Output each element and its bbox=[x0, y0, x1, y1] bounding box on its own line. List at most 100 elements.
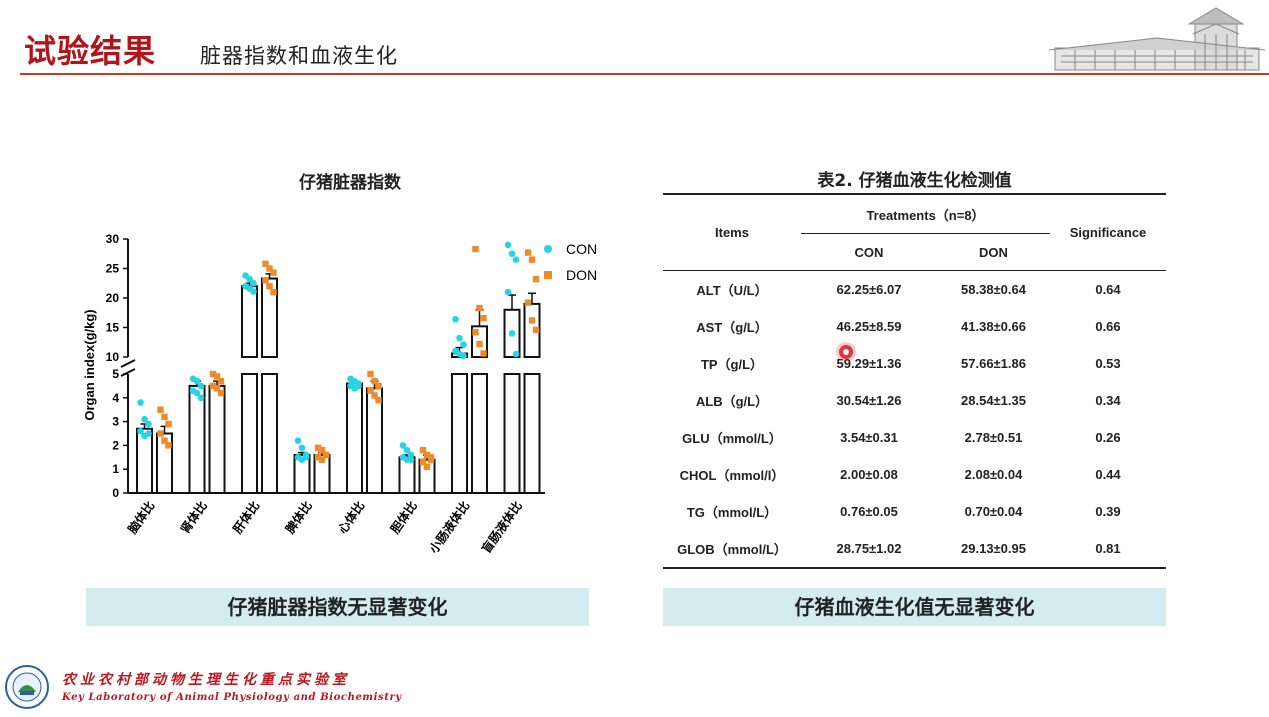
y-tick-label: 0 bbox=[112, 486, 119, 500]
data-point-don bbox=[157, 406, 164, 413]
legend-label: CON bbox=[566, 241, 597, 257]
lab-name-cn: 农业农村部动物生理生化重点实验室 bbox=[62, 672, 350, 688]
data-point-don bbox=[318, 456, 326, 463]
data-point-con bbox=[246, 275, 253, 283]
data-point-con bbox=[137, 399, 144, 406]
axis-break-mark bbox=[120, 359, 136, 377]
data-point-don bbox=[157, 430, 164, 437]
data-point-don bbox=[480, 314, 487, 322]
table-cell-con: 3.54±0.31 bbox=[840, 430, 898, 445]
table-cell-con: 46.25±8.59 bbox=[836, 319, 902, 334]
data-point-don bbox=[266, 265, 273, 272]
legend-marker-don bbox=[544, 271, 552, 279]
data-point-don bbox=[532, 326, 540, 334]
data-point-don bbox=[314, 454, 322, 461]
table-cell-item: GLOB（mmol/L） bbox=[663, 530, 801, 569]
table-cell-item: ALB（g/L） bbox=[695, 394, 769, 409]
header-items: Items bbox=[663, 194, 801, 271]
header-divider bbox=[20, 73, 1269, 75]
table-cell-item: GLU（mmol/L） bbox=[682, 431, 782, 446]
data-point-don bbox=[266, 283, 273, 290]
x-tick-label: 肾体比 bbox=[177, 498, 210, 536]
y-tick-label: 30 bbox=[106, 232, 120, 246]
data-point-con bbox=[403, 446, 411, 454]
table-cell-item: AST（g/L） bbox=[696, 320, 768, 335]
chart-title: 仔猪脏器指数 bbox=[299, 173, 401, 193]
table-row: ALT（U/L） 62.25±6.07 58.38±0.64 0.64 bbox=[663, 271, 1166, 309]
data-point-con bbox=[197, 382, 205, 390]
data-point-don bbox=[423, 463, 431, 471]
data-point-don bbox=[367, 387, 374, 394]
data-point-con bbox=[193, 377, 201, 385]
data-point-don bbox=[322, 451, 330, 459]
table-cell-con: 2.00±0.08 bbox=[840, 467, 898, 482]
data-point-con bbox=[141, 415, 148, 423]
table-cell-sig: 0.34 bbox=[1095, 393, 1121, 408]
data-point-con bbox=[250, 279, 257, 287]
page-subtitle: 脏器指数和血液生化 bbox=[200, 44, 398, 68]
table-cell-con: 30.54±1.26 bbox=[836, 393, 902, 408]
x-tick-label: 脑体比 bbox=[124, 498, 158, 537]
data-point-con bbox=[355, 382, 362, 390]
table-cell-don: 28.54±1.35 bbox=[961, 393, 1026, 408]
x-tick-label: 脾体比 bbox=[282, 498, 315, 536]
data-point-don bbox=[165, 420, 172, 428]
data-point-don bbox=[524, 249, 532, 256]
table-cell-con: 62.25±6.07 bbox=[836, 282, 902, 297]
table-cell-sig: 0.39 bbox=[1095, 504, 1121, 519]
data-point-don bbox=[371, 392, 378, 399]
table-cell-con: 0.76±0.05 bbox=[840, 504, 898, 519]
table-cell-don: 58.38±0.64 bbox=[961, 282, 1026, 297]
y-tick-label: 5 bbox=[112, 367, 119, 381]
data-point-con bbox=[452, 315, 459, 323]
data-point-con bbox=[399, 442, 407, 449]
data-point-con bbox=[512, 350, 520, 358]
x-tick-label: 肝体比 bbox=[230, 498, 263, 536]
x-tick-label: 胆体比 bbox=[387, 498, 420, 536]
table-row: CHOL（mmol/l） 2.00±0.08 2.08±0.04 0.44 bbox=[663, 456, 1166, 493]
data-point-don bbox=[209, 370, 217, 378]
table-cell-item: ALT（U/L） bbox=[696, 283, 768, 298]
data-point-con bbox=[193, 389, 201, 397]
table-cell-don: 2.08±0.04 bbox=[964, 467, 1023, 482]
data-point-con bbox=[508, 330, 516, 337]
table-cell-sig: 0.64 bbox=[1095, 282, 1121, 297]
data-point-con bbox=[504, 241, 512, 249]
data-point-don bbox=[314, 444, 322, 451]
bar-don bbox=[366, 387, 383, 494]
table-cell-don: 0.70±0.04 bbox=[964, 504, 1023, 519]
table-title: 表2. 仔猪血液生化检测值 bbox=[817, 171, 1012, 191]
university-seal-icon bbox=[5, 665, 49, 709]
x-tick-label: 盲肠液体比 bbox=[478, 498, 525, 556]
data-point-don bbox=[375, 382, 382, 390]
y-tick-label: 15 bbox=[106, 321, 120, 335]
data-point-don bbox=[532, 275, 540, 283]
data-point-don bbox=[472, 329, 479, 336]
pointer-cursor-icon bbox=[839, 345, 853, 359]
y-tick-label: 25 bbox=[106, 262, 120, 276]
bar-con bbox=[188, 384, 206, 494]
table-cell-don: 2.78±0.51 bbox=[964, 430, 1023, 445]
table-cell-don: 57.66±1.86 bbox=[961, 356, 1026, 371]
organ-conclusion-banner: 仔猪脏器指数无显著变化 bbox=[86, 588, 589, 626]
header-treatments: Treatments（n=8） bbox=[801, 194, 1050, 234]
data-point-don bbox=[476, 340, 483, 348]
building-illustration bbox=[1048, 7, 1266, 71]
data-point-con bbox=[508, 250, 516, 258]
data-point-don bbox=[213, 385, 221, 392]
bar-don-lower bbox=[523, 373, 541, 494]
table-cell-sig: 0.81 bbox=[1050, 530, 1166, 569]
data-point-con bbox=[145, 430, 152, 437]
data-point-don bbox=[217, 377, 225, 385]
data-point-don bbox=[419, 446, 427, 454]
data-point-con bbox=[298, 444, 306, 452]
table-cell-item: TP（g/L） bbox=[700, 357, 764, 372]
header-don: DON bbox=[937, 233, 1050, 271]
data-point-don bbox=[476, 304, 483, 312]
bar-con bbox=[241, 285, 258, 359]
data-point-don bbox=[367, 370, 374, 378]
y-tick-label: 4 bbox=[112, 391, 119, 405]
table-cell-don: 41.38±0.66 bbox=[961, 319, 1026, 334]
data-point-con bbox=[407, 451, 415, 459]
data-point-don bbox=[209, 382, 217, 390]
